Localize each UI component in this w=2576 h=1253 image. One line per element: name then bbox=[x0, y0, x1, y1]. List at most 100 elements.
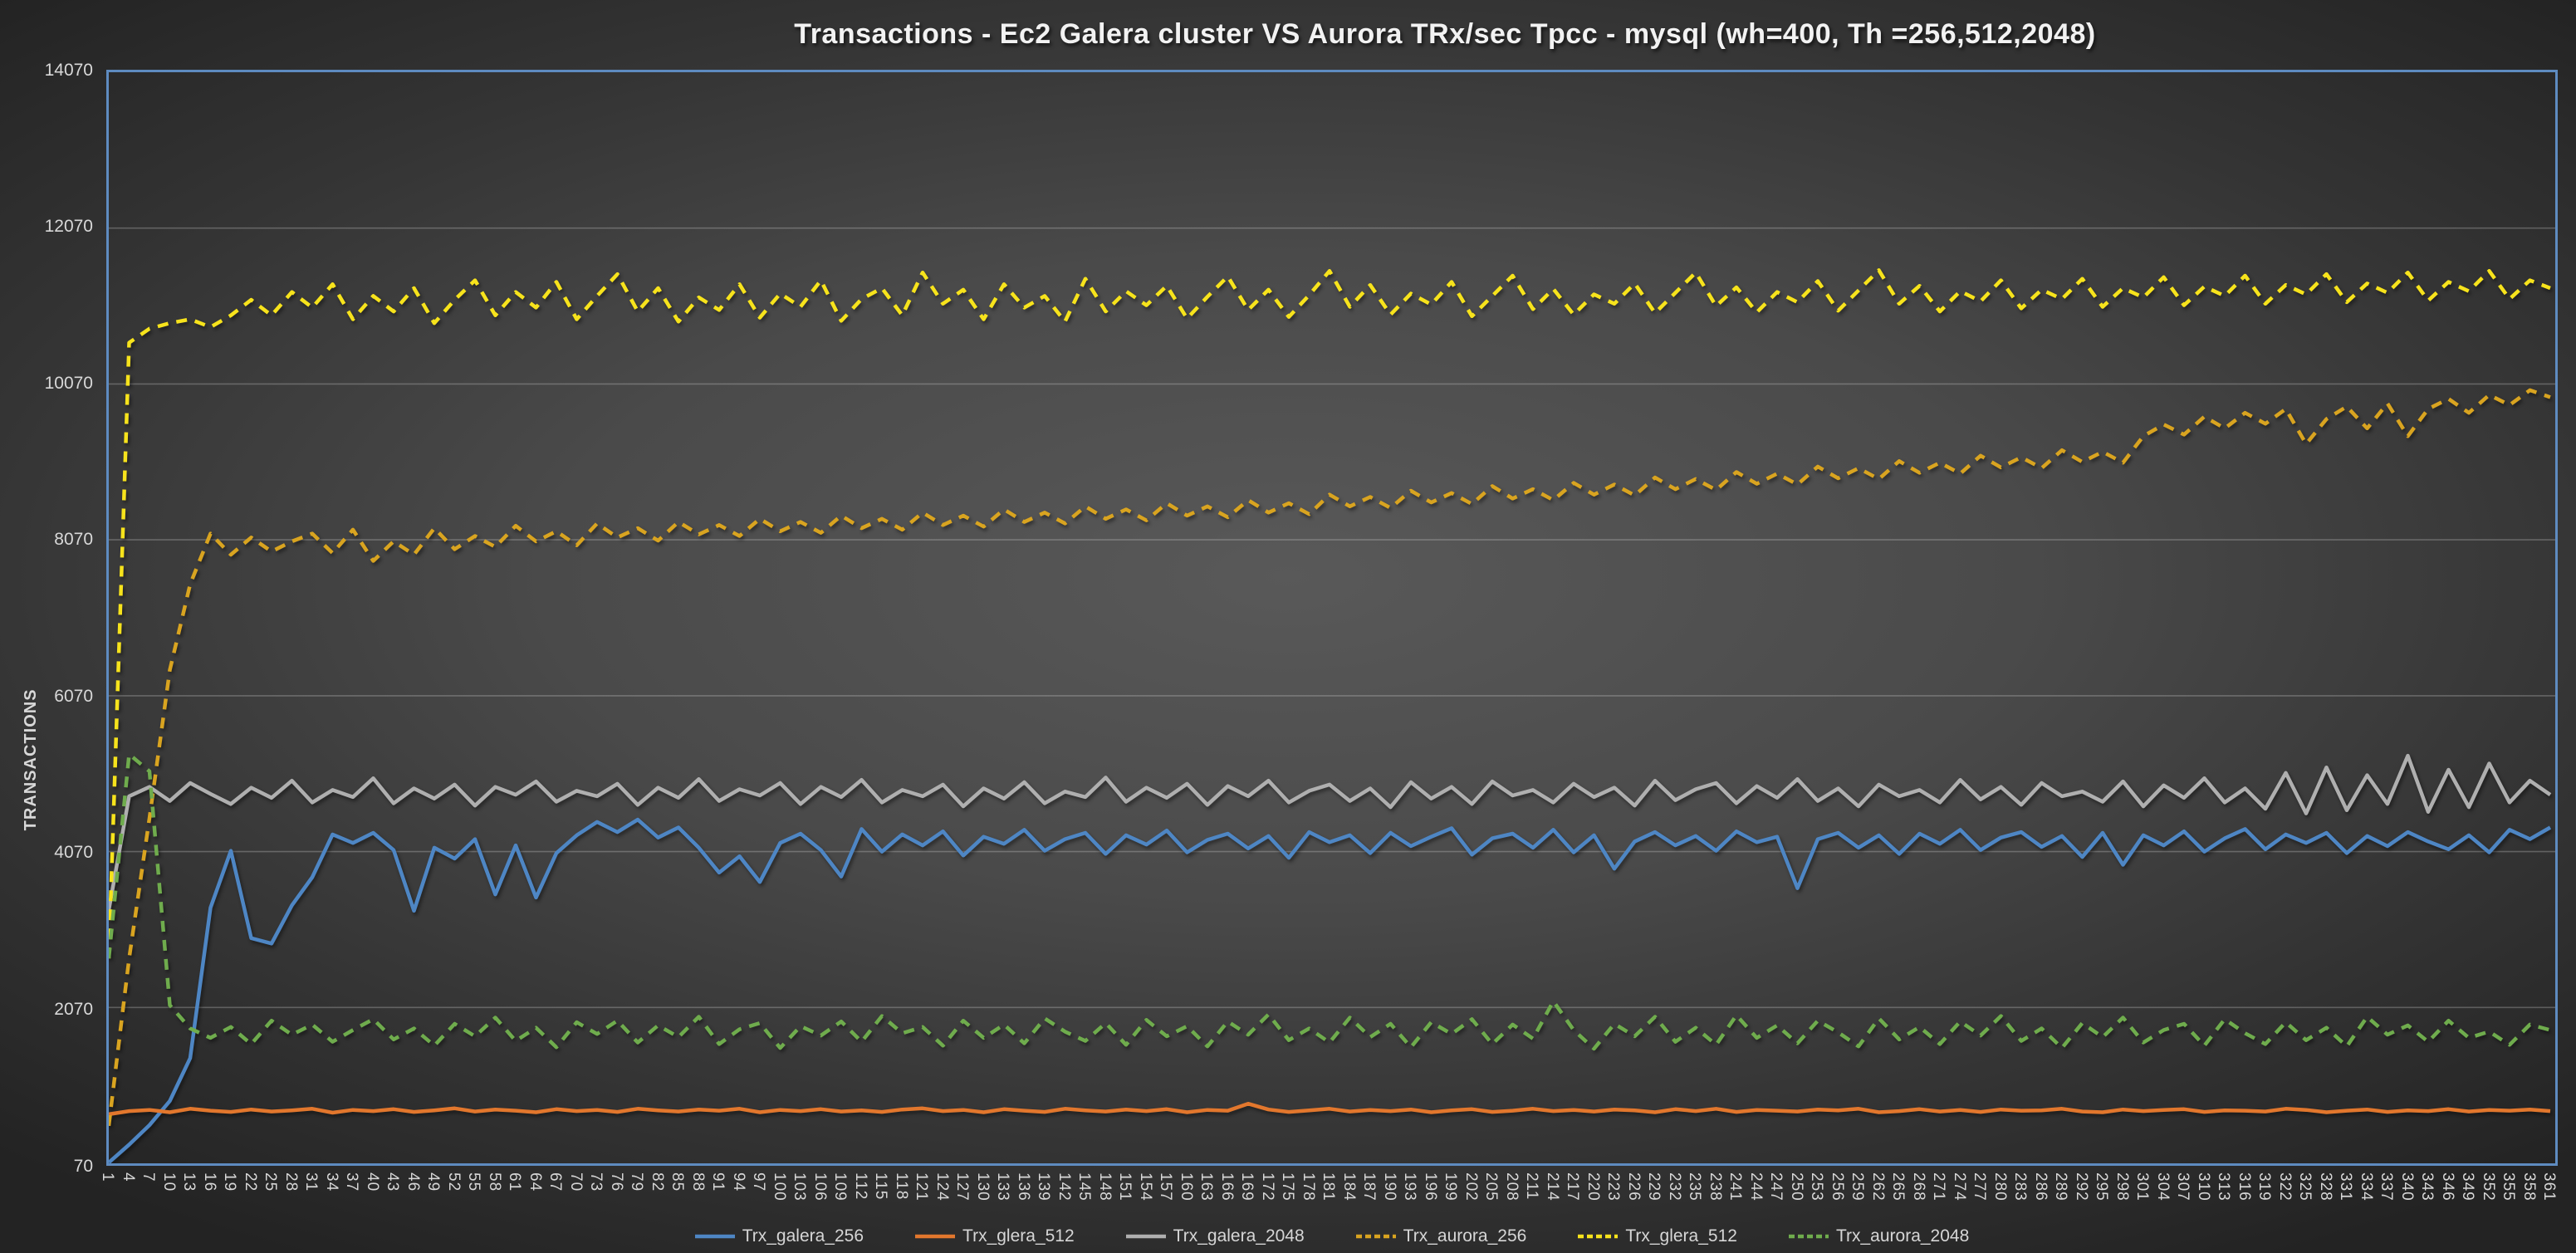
y-tick-label: 4070 bbox=[54, 843, 93, 862]
x-tick-label: 166 bbox=[1218, 1172, 1236, 1202]
x-tick-label: 136 bbox=[1015, 1172, 1032, 1202]
x-tick-label: 190 bbox=[1381, 1172, 1398, 1202]
x-tick-label: 355 bbox=[2500, 1172, 2517, 1202]
legend-label: Trx_aurora_2048 bbox=[1835, 1226, 1970, 1246]
series-line-Trx_aurora_256 bbox=[109, 388, 2551, 1127]
x-tick-label: 304 bbox=[2154, 1172, 2172, 1202]
legend-label: Trx_glera_512 bbox=[1625, 1226, 1737, 1246]
legend-label: Trx_galera_256 bbox=[742, 1226, 864, 1246]
x-tick-label: 124 bbox=[933, 1172, 951, 1202]
x-tick-label: 262 bbox=[1869, 1172, 1887, 1202]
x-tick-label: 10 bbox=[160, 1172, 178, 1192]
plot-area bbox=[106, 70, 2558, 1166]
x-tick-label: 331 bbox=[2337, 1172, 2354, 1202]
x-tick-label: 4 bbox=[120, 1172, 137, 1182]
x-tick-label: 184 bbox=[1340, 1172, 1358, 1202]
x-tick-label: 97 bbox=[750, 1172, 767, 1192]
x-tick-label: 196 bbox=[1422, 1172, 1439, 1202]
x-tick-label: 235 bbox=[1686, 1172, 1703, 1202]
x-tick-label: 280 bbox=[1991, 1172, 2009, 1202]
y-tick-label: 8070 bbox=[54, 530, 93, 549]
legend-item-Trx_aurora_2048: Trx_aurora_2048 bbox=[1788, 1226, 1970, 1246]
x-tick-label: 118 bbox=[893, 1172, 910, 1201]
x-tick-label: 211 bbox=[1523, 1172, 1540, 1201]
x-tick-label: 322 bbox=[2276, 1172, 2294, 1202]
x-tick-label: 265 bbox=[1889, 1172, 1907, 1202]
legend-label: Trx_glera_512 bbox=[962, 1226, 1075, 1246]
x-tick-label: 16 bbox=[201, 1172, 218, 1192]
legend-line-sample bbox=[1125, 1234, 1166, 1239]
x-tick-label: 94 bbox=[730, 1172, 747, 1192]
x-tick-label: 307 bbox=[2174, 1172, 2192, 1202]
x-tick-label: 310 bbox=[2195, 1172, 2212, 1202]
x-tick-label: 250 bbox=[1788, 1172, 1805, 1202]
x-tick-label: 358 bbox=[2520, 1172, 2538, 1202]
x-tick-label: 244 bbox=[1747, 1172, 1765, 1202]
x-tick-label: 79 bbox=[628, 1172, 645, 1192]
x-tick-label: 85 bbox=[668, 1172, 686, 1192]
x-tick-label: 1 bbox=[99, 1172, 116, 1182]
x-tick-label: 316 bbox=[2236, 1172, 2253, 1202]
x-tick-label: 19 bbox=[221, 1172, 238, 1192]
x-tick-label: 46 bbox=[404, 1172, 422, 1192]
chart-title: Transactions - Ec2 Galera cluster VS Aur… bbox=[794, 18, 2096, 50]
x-tick-label: 88 bbox=[689, 1172, 707, 1192]
x-tick-label: 289 bbox=[2052, 1172, 2069, 1202]
legend-item-Trx_glera_512: Trx_glera_512 bbox=[1578, 1226, 1737, 1246]
x-tick-label: 286 bbox=[2032, 1172, 2050, 1202]
y-tick-label: 10070 bbox=[44, 374, 93, 393]
x-tick-label: 34 bbox=[323, 1172, 340, 1192]
x-tick-label: 28 bbox=[282, 1172, 300, 1192]
x-tick-label: 163 bbox=[1197, 1172, 1215, 1202]
x-tick-label: 217 bbox=[1564, 1172, 1581, 1202]
x-tick-label: 103 bbox=[791, 1172, 808, 1202]
x-tick-label: 106 bbox=[811, 1172, 829, 1202]
x-tick-label: 325 bbox=[2296, 1172, 2314, 1202]
x-tick-label: 157 bbox=[1157, 1172, 1174, 1202]
x-tick-label: 202 bbox=[1462, 1172, 1480, 1202]
legend: Trx_galera_256 Trx_glera_512 Trx_galera_20… bbox=[106, 1222, 2558, 1251]
x-tick-label: 352 bbox=[2480, 1172, 2497, 1202]
legend-line-sample bbox=[1788, 1234, 1829, 1239]
x-tick-label: 151 bbox=[1116, 1172, 1134, 1202]
x-tick-label: 232 bbox=[1666, 1172, 1683, 1202]
x-tick-label: 76 bbox=[608, 1172, 625, 1192]
legend-item-Trx_glera_512: Trx_glera_512 bbox=[915, 1226, 1075, 1246]
x-tick-label: 58 bbox=[486, 1172, 503, 1192]
x-tick-label: 13 bbox=[180, 1172, 198, 1192]
x-tick-label: 337 bbox=[2378, 1172, 2395, 1202]
y-tick-label: 2070 bbox=[54, 1000, 93, 1019]
x-tick-label: 241 bbox=[1726, 1172, 1744, 1202]
series-line-Trx_galera_256 bbox=[109, 817, 2552, 1163]
y-tick-label: 14070 bbox=[44, 61, 93, 80]
x-tick-label: 349 bbox=[2459, 1172, 2476, 1202]
y-axis-title: TRANSACTIONS bbox=[22, 688, 40, 831]
x-tick-label: 334 bbox=[2358, 1172, 2375, 1202]
x-tick-label: 100 bbox=[771, 1172, 788, 1202]
series-line-Trx_glera_512 bbox=[109, 1101, 2551, 1117]
x-tick-label: 247 bbox=[1767, 1172, 1785, 1202]
x-tick-label: 22 bbox=[242, 1172, 259, 1192]
x-tick-label: 169 bbox=[1238, 1172, 1256, 1202]
x-tick-label: 271 bbox=[1930, 1172, 1947, 1202]
legend-line-sample bbox=[1578, 1234, 1619, 1239]
x-tick-label: 154 bbox=[1137, 1172, 1154, 1202]
series-line-Trx_glera_512 bbox=[109, 268, 2551, 959]
x-tick-label: 178 bbox=[1300, 1172, 1317, 1202]
x-tick-label: 295 bbox=[2093, 1172, 2110, 1202]
x-tick-label: 220 bbox=[1584, 1172, 1602, 1202]
x-tick-label: 73 bbox=[587, 1172, 605, 1192]
x-tick-label: 61 bbox=[506, 1172, 523, 1192]
legend-label: Trx_galera_2048 bbox=[1173, 1226, 1305, 1246]
x-tick-label: 7 bbox=[140, 1172, 157, 1182]
y-tick-label: 12070 bbox=[44, 217, 93, 236]
x-tick-label: 343 bbox=[2418, 1172, 2436, 1202]
x-tick-label: 52 bbox=[445, 1172, 463, 1192]
x-tick-label: 346 bbox=[2439, 1172, 2456, 1202]
x-tick-label: 109 bbox=[831, 1172, 849, 1202]
x-tick-label: 31 bbox=[302, 1172, 320, 1192]
x-tick-label: 214 bbox=[1544, 1172, 1561, 1202]
x-tick-label: 193 bbox=[1401, 1172, 1418, 1202]
x-tick-label: 199 bbox=[1442, 1172, 1459, 1202]
x-tick-label: 226 bbox=[1625, 1172, 1643, 1202]
